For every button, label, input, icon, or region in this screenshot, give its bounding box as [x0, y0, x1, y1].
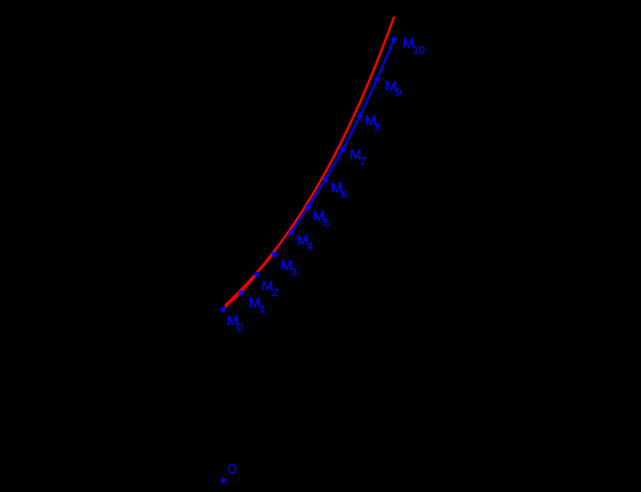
svg-text:M: M	[281, 257, 293, 273]
svg-text:M: M	[365, 112, 377, 128]
svg-text:M: M	[385, 77, 397, 93]
svg-text:7: 7	[360, 156, 366, 168]
svg-text:1: 1	[259, 304, 265, 316]
svg-text:M: M	[403, 35, 415, 51]
svg-text:2: 2	[272, 287, 278, 299]
svg-text:10: 10	[413, 44, 425, 56]
svg-text:6: 6	[341, 189, 347, 201]
svg-text:0: 0	[237, 322, 243, 334]
svg-text:9: 9	[395, 87, 401, 99]
svg-text:4: 4	[307, 241, 313, 253]
svg-text:M: M	[297, 231, 309, 247]
svg-text:O: O	[228, 461, 237, 477]
svg-text:3: 3	[291, 266, 297, 278]
svg-text:M: M	[227, 312, 239, 328]
svg-text:M: M	[350, 146, 362, 162]
svg-text:M: M	[313, 208, 325, 224]
svg-text:M: M	[262, 277, 274, 293]
svg-text:M: M	[331, 179, 343, 195]
svg-text:8: 8	[375, 122, 381, 134]
svg-text:M: M	[249, 294, 261, 310]
svg-text:5: 5	[323, 217, 329, 229]
